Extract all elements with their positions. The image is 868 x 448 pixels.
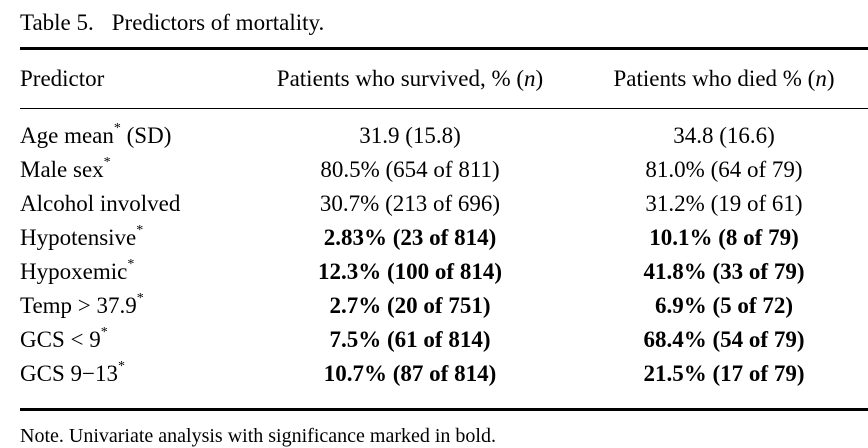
table-row: GCS < 9* 7.5% (61 of 814) 68.4% (54 of 79) <box>20 323 868 357</box>
survived-cell: 12.3% (100 of 814) <box>318 259 502 284</box>
survived-cell: 10.7% (87 of 814) <box>323 361 497 386</box>
died-cell: 31.2% (19 of 61) <box>645 191 803 216</box>
significance-mark: * <box>100 325 108 341</box>
header-rule <box>20 108 868 109</box>
survived-cell: 80.5% (654 of 811) <box>320 157 500 182</box>
significance-mark: * <box>103 155 111 171</box>
header-survived: Patients who survived, % (n) <box>276 66 544 91</box>
predictor-cell: Male sex* <box>20 155 111 182</box>
header-died: Patients who died % (n) <box>613 66 835 91</box>
predictor-cell: Age mean* (SD) <box>20 121 172 148</box>
table-title: Predictors of mortality. <box>111 10 325 35</box>
table-footnote: Note. Univariate analysis with significa… <box>20 425 496 447</box>
significance-mark: * <box>127 257 135 273</box>
died-cell: 6.9% (5 of 72) <box>655 293 793 318</box>
table-row: Alcohol involved 30.7% (213 of 696) 31.2% … <box>20 187 868 221</box>
predictor-cell: Temp > 37.9* <box>20 291 144 318</box>
predictor-cell: GCS 9−13* <box>20 359 125 386</box>
table-row: Male sex* 80.5% (654 of 811) 81.0% (64 of … <box>20 153 868 187</box>
predictor-cell: GCS < 9* <box>20 325 108 352</box>
significance-mark: * <box>136 291 144 307</box>
significance-mark: * <box>136 223 144 239</box>
header-row: Predictor Patients who survived, % (n) P… <box>20 62 868 96</box>
bottom-rule <box>20 408 868 411</box>
died-cell: 21.5% (17 of 79) <box>643 361 805 386</box>
survived-cell: 30.7% (213 of 696) <box>319 191 501 216</box>
table-row: Hypoxemic* 12.3% (100 of 814) 41.8% (33 of… <box>20 255 868 289</box>
table-number: Table 5. <box>20 10 94 35</box>
died-cell: 34.8 (16.6) <box>673 123 775 148</box>
significance-mark: * <box>113 121 121 137</box>
predictor-cell: Hypoxemic* <box>20 257 135 284</box>
survived-cell: 2.7% (20 of 751) <box>329 293 491 318</box>
table-row: Hypotensive* 2.83% (23 of 814) 10.1% (8 of… <box>20 221 868 255</box>
died-cell: 68.4% (54 of 79) <box>643 327 805 352</box>
table-row: Age mean* (SD) 31.9 (15.8) 34.8 (16.6) <box>20 119 868 153</box>
table-caption: Table 5. Predictors of mortality. <box>20 8 324 38</box>
significance-mark: * <box>117 359 125 375</box>
died-cell: 41.8% (33 of 79) <box>643 259 805 284</box>
survived-cell: 2.83% (23 of 814) <box>323 225 497 250</box>
died-cell: 81.0% (64 of 79) <box>645 157 803 182</box>
table-row: GCS 9−13* 10.7% (87 of 814) 21.5% (17 of 7… <box>20 357 868 391</box>
top-rule <box>20 47 868 50</box>
survived-cell: 7.5% (61 of 814) <box>329 327 491 352</box>
predictor-cell: Alcohol involved <box>20 191 181 216</box>
survived-cell: 31.9 (15.8) <box>359 123 461 148</box>
header-predictor: Predictor <box>20 66 105 91</box>
died-cell: 10.1% (8 of 79) <box>649 225 799 250</box>
predictor-cell: Hypotensive* <box>20 223 144 250</box>
table-row: Temp > 37.9* 2.7% (20 of 751) 6.9% (5 of 7… <box>20 289 868 323</box>
